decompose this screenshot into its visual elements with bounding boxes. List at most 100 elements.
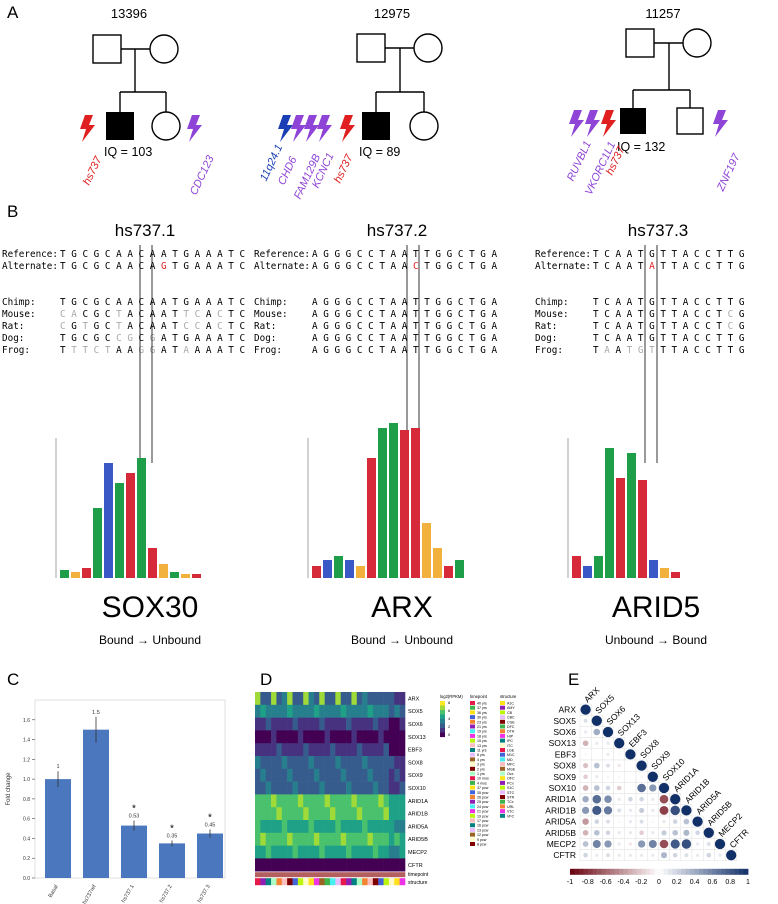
logo-letter: [323, 560, 332, 578]
colorbar-segment: [685, 868, 691, 875]
x-tick-label: hs737.3: [197, 884, 212, 904]
heatmap-cell: [255, 704, 261, 718]
timepoint-bar-cell: [335, 872, 342, 878]
heatmap-cell: [351, 768, 358, 782]
correlation-circle: [582, 829, 589, 836]
structure-bar-cell: [383, 878, 390, 886]
heatmap-cell: [260, 717, 267, 731]
heatmap-cell: [340, 794, 347, 808]
heatmap-cell: [308, 743, 315, 757]
alignment-sequence: T C A A T G T T A C C T T G: [593, 249, 745, 260]
structure-bar-cell: [346, 878, 352, 886]
correlation-circle: [605, 785, 611, 791]
heatmap-cell: [372, 756, 379, 770]
structure-bar-cell: [319, 878, 325, 886]
heatmap-cell: [340, 704, 347, 718]
heatmap-cell: [399, 781, 406, 795]
correlation-circle: [681, 839, 692, 849]
heatmap-cell: [340, 717, 347, 731]
heatmap-cell: [367, 743, 374, 757]
timepoint-legend-label: 18 yrs: [477, 734, 487, 738]
heatmap-cell: [372, 794, 379, 808]
correlation-circle: [593, 728, 601, 736]
heatmap-cell: [271, 704, 277, 718]
heatmap-cell: [394, 845, 400, 859]
heatmap-cell: [271, 794, 277, 808]
heatmap-cell: [346, 756, 352, 770]
heatmap-cell: [276, 717, 283, 731]
alignment-sequence: A G G G C C T A A T T G G C T G A: [312, 249, 498, 260]
heatmap-cell: [287, 832, 293, 846]
alignment-title-2: hs737.2: [366, 221, 428, 240]
alignment-row: Chimp: A G G G C C T A A T T G G C T G A: [254, 297, 503, 309]
timepoint-legend-title: timepoint: [470, 694, 488, 699]
correlation-circle: [618, 753, 621, 756]
panel-label-b: B: [7, 202, 19, 221]
sequence-logos: [55, 245, 680, 578]
row-label: SOX8: [408, 760, 423, 766]
heatmap-cell: [281, 743, 288, 757]
alignment-row: Rat: A G G G C C T A A T T G G C T G A: [254, 321, 503, 333]
heatmap-cell: [281, 756, 288, 770]
timepoint-legend-label: 26 pcw: [477, 796, 489, 800]
heatmap-cell: [362, 768, 368, 782]
correlation-circle: [591, 715, 602, 726]
heatmap-cell: [330, 858, 336, 872]
heatmap-cell: [388, 794, 395, 808]
alignment-row-label: Chimp:: [2, 297, 36, 308]
heatmap-cell: [330, 832, 336, 846]
timepoint-bar-cell: [303, 872, 309, 878]
row-label: SOX13: [549, 738, 577, 748]
timepoint-bar-cell: [308, 872, 315, 878]
structure-bar-cell: [356, 878, 363, 886]
heatmap-cell: [281, 781, 288, 795]
correlation-circle: [695, 830, 700, 836]
heatmap-cell: [324, 692, 331, 706]
row-label: SOX9: [408, 773, 423, 779]
heatmap-cell: [255, 832, 261, 846]
heatmap-cell: [255, 743, 261, 757]
heatmap-cell: [319, 704, 325, 718]
heatmap-cell: [330, 820, 336, 834]
structure-bar-cell: [351, 878, 358, 886]
structure-legend-label: CBC: [507, 716, 515, 720]
heatmap-cell: [260, 820, 267, 834]
timepoint-legend-label: 30 yrs: [477, 716, 487, 720]
structure-legend-label: M1C: [507, 753, 515, 757]
heatmap-cell: [346, 845, 352, 859]
heatmap-cell: [319, 858, 325, 872]
alignment-row-label: Dog:: [2, 333, 25, 344]
correlation-circle: [604, 795, 612, 804]
heatmap-cell: [303, 845, 309, 859]
logo-letter: [93, 508, 102, 578]
heatmap-cell: [388, 820, 395, 834]
colorbar-swatch: [440, 723, 445, 729]
colorbar-tick: 0: [657, 879, 661, 886]
alignment-sequence: T G C G C C G C G A T G A A A T C: [60, 333, 246, 344]
heatmap-cell: [399, 692, 406, 706]
correlation-circle: [617, 831, 621, 835]
logo-letter: [104, 463, 113, 578]
iq-label-1: IQ = 103: [104, 145, 153, 159]
heatmap-cell: [260, 794, 267, 808]
heatmap-cell: [297, 768, 304, 782]
structure-legend-label: CB: [507, 711, 513, 715]
lightning-icon: [601, 110, 616, 137]
heatmap-cell: [319, 820, 325, 834]
heatmap-cell: [313, 858, 320, 872]
heatmap-cell: [356, 781, 363, 795]
alignment-row: Reference: A G G G C C T A A T T G G C T …: [254, 249, 503, 261]
heatmap-cell: [378, 820, 384, 834]
heatmap-cell: [260, 781, 267, 795]
heatmap-cell: [394, 858, 400, 872]
alignment-sequence: T C A A T A T T A C C T T G: [593, 261, 745, 272]
heatmap-cell: [372, 743, 379, 757]
logo-letter: [627, 453, 636, 578]
correlation-circle: [659, 794, 669, 804]
heatmap-cell: [287, 704, 293, 718]
timepoint-bar-cell: [276, 872, 283, 878]
timepoint-bar-cell: [346, 872, 352, 878]
heatmap-cell: [319, 692, 325, 706]
heatmap-cell: [297, 692, 304, 706]
bar: [121, 825, 147, 878]
